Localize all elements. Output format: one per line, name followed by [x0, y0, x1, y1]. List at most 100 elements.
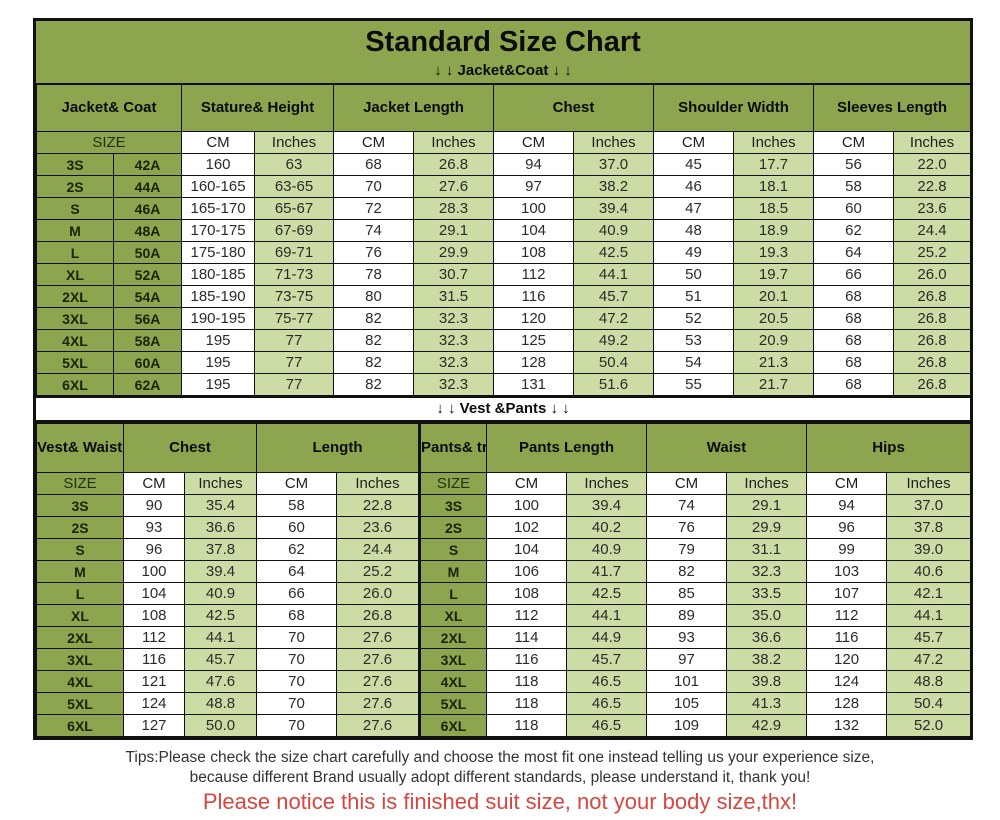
- value-cell: 29.9: [726, 516, 808, 539]
- vest-size-cell: L: [36, 582, 124, 605]
- value-cell: 127: [123, 714, 185, 737]
- value-cell: 125: [493, 329, 575, 352]
- vest-size-cell: S: [36, 538, 124, 561]
- value-cell: 26.8: [893, 329, 972, 352]
- value-cell: 116: [123, 648, 185, 671]
- table-row: 6XL 62A 195 77 82 32.3 131 51.6 55 21.7 68 26.8: [36, 373, 972, 396]
- cm-unit-header: CM: [333, 131, 415, 154]
- value-cell: 82: [333, 307, 415, 330]
- value-cell: 39.4: [565, 494, 648, 517]
- value-cell: 62: [256, 538, 337, 561]
- size-code-cell: 56A: [112, 307, 183, 330]
- value-cell: 68: [813, 329, 895, 352]
- table-row: 5XL 60A 195 77 82 32.3 128 50.4 54 21.3 68 26.8: [36, 351, 972, 374]
- value-cell: 99: [806, 538, 888, 561]
- value-cell: 79: [646, 538, 728, 561]
- value-cell: 160-165: [181, 175, 256, 198]
- value-cell: 45: [653, 153, 735, 176]
- table-row: 3S 42A 160 63 68 26.8 94 37.0 45 17.7 56 22.0: [36, 153, 972, 176]
- inches-unit-header: Inches: [413, 131, 495, 154]
- value-cell: 18.9: [733, 219, 815, 242]
- value-cell: 124: [123, 692, 185, 715]
- value-cell: 18.5: [733, 197, 815, 220]
- group-header-waist: Waist: [646, 422, 808, 473]
- value-cell: 21.3: [733, 351, 815, 374]
- size-code-cell: 58A: [112, 329, 183, 352]
- table-row: L 50A 175-180 69-71 76 29.9 108 42.5 49 19.3 64 25.…: [36, 241, 972, 264]
- value-cell: 112: [486, 604, 567, 627]
- tips-line-2: because different Brand usually adopt di…: [189, 769, 811, 786]
- value-cell: 93: [646, 626, 728, 649]
- value-cell: 63-65: [254, 175, 335, 198]
- value-cell: 118: [486, 670, 567, 693]
- value-cell: 106: [486, 560, 567, 583]
- value-cell: 38.2: [726, 648, 808, 671]
- value-cell: 77: [254, 373, 335, 396]
- vest-size-cell: 5XL: [36, 692, 124, 715]
- group-header: Chest: [493, 83, 655, 132]
- value-cell: 114: [486, 626, 567, 649]
- value-cell: 40.9: [565, 538, 648, 561]
- jacket-coat-section-banner: ↓ ↓ Jacket&Coat ↓ ↓: [36, 61, 970, 83]
- table-row: SIZE CM Inches CM Inches CM Inches CM Inches CM In…: [35, 131, 972, 154]
- value-cell: 29.1: [726, 494, 808, 517]
- vest-size-cell: 3XL: [36, 648, 124, 671]
- value-cell: 70: [333, 175, 415, 198]
- value-cell: 53: [653, 329, 735, 352]
- value-cell: 68: [813, 351, 895, 374]
- value-cell: 40.6: [886, 560, 972, 583]
- pants-size-cell: 2XL: [418, 626, 487, 649]
- value-cell: 107: [806, 582, 888, 605]
- cm-unit-header: CM: [493, 131, 575, 154]
- value-cell: 24.4: [893, 219, 972, 242]
- value-cell: 68: [813, 285, 895, 308]
- value-cell: 94: [493, 153, 575, 176]
- value-cell: 160: [181, 153, 256, 176]
- value-cell: 44.1: [565, 604, 648, 627]
- table-row: 5XL 124 48.8 70 27.6 5XL 118 46.5 105 41.3 128 50.4: [36, 692, 972, 715]
- size-cell: S: [36, 197, 114, 220]
- size-code-cell: 42A: [112, 153, 183, 176]
- size-code-cell: 48A: [112, 219, 183, 242]
- cm-unit-header: CM: [181, 131, 256, 154]
- value-cell: 82: [333, 373, 415, 396]
- size-cell: M: [36, 219, 114, 242]
- value-cell: 37.8: [886, 516, 972, 539]
- value-cell: 32.3: [413, 307, 495, 330]
- table-row: S 46A 165-170 65-67 72 28.3 100 39.4 47 18.5 60 23.…: [36, 197, 972, 220]
- value-cell: 22.8: [893, 175, 972, 198]
- value-cell: 36.6: [184, 516, 257, 539]
- vest-size-cell: 6XL: [36, 714, 124, 737]
- value-cell: 109: [646, 714, 728, 737]
- value-cell: 51.6: [573, 373, 655, 396]
- value-cell: 37.8: [184, 538, 257, 561]
- size-code-cell: 54A: [112, 285, 183, 308]
- vest-size-cell: XL: [36, 604, 124, 627]
- value-cell: 33.5: [726, 582, 808, 605]
- cm-unit-header: CM: [123, 472, 185, 495]
- table-row: M 100 39.4 64 25.2 M 106 41.7 82 32.3 103 40.6: [36, 560, 972, 583]
- finished-size-notice: Please notice this is finished suit size…: [202, 789, 798, 814]
- value-cell: 70: [256, 692, 337, 715]
- value-cell: 94: [806, 494, 888, 517]
- value-cell: 64: [256, 560, 337, 583]
- value-cell: 96: [806, 516, 888, 539]
- value-cell: 19.3: [733, 241, 815, 264]
- group-header-pants-length: Pants Length: [485, 422, 648, 473]
- value-cell: 102: [486, 516, 567, 539]
- value-cell: 31.5: [413, 285, 495, 308]
- value-cell: 45.7: [573, 285, 655, 308]
- value-cell: 47.6: [184, 670, 257, 693]
- table-row: 2XL 54A 185-190 73-75 80 31.5 116 45.7 51 20.1 68 2…: [36, 285, 972, 308]
- value-cell: 104: [493, 219, 575, 242]
- value-cell: 28.3: [413, 197, 495, 220]
- value-cell: 63: [254, 153, 335, 176]
- value-cell: 26.8: [893, 373, 972, 396]
- value-cell: 76: [333, 241, 415, 264]
- inches-unit-header: Inches: [733, 131, 815, 154]
- value-cell: 116: [493, 285, 575, 308]
- group-header-pants-trousers: Pants& trousers: [418, 422, 487, 473]
- table-row: 3XL 56A 190-195 75-77 82 32.3 120 47.2 52 20.5 68 2…: [36, 307, 972, 330]
- value-cell: 23.6: [893, 197, 972, 220]
